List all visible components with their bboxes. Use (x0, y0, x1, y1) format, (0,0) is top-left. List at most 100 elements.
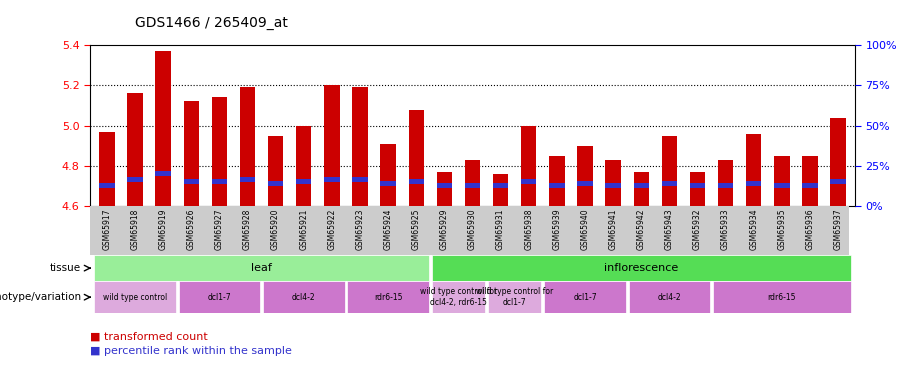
Text: GSM65940: GSM65940 (580, 209, 590, 251)
Text: wild type control for
dcl4-2, rdr6-15: wild type control for dcl4-2, rdr6-15 (419, 288, 497, 307)
Text: GSM65919: GSM65919 (158, 209, 167, 250)
Bar (409, 110, 424, 206)
Text: dcl1-7: dcl1-7 (573, 292, 597, 302)
Text: GSM65936: GSM65936 (806, 209, 814, 251)
Bar (94, 255, 429, 281)
Text: GSM65924: GSM65924 (383, 209, 392, 250)
Bar (689, 183, 706, 188)
Bar (493, 183, 508, 188)
Bar (178, 281, 260, 313)
Bar (184, 102, 199, 206)
Bar (521, 126, 536, 206)
Bar (718, 183, 734, 188)
Bar (127, 177, 143, 182)
Bar (296, 179, 311, 184)
Bar (239, 87, 256, 206)
Text: GSM65920: GSM65920 (271, 209, 280, 250)
Text: GSM65941: GSM65941 (608, 209, 617, 250)
Bar (436, 183, 452, 188)
Bar (746, 134, 761, 206)
Text: tissue: tissue (50, 263, 81, 273)
Text: GSM65938: GSM65938 (524, 209, 533, 250)
Bar (212, 98, 227, 206)
Text: GSM65927: GSM65927 (215, 209, 224, 250)
Text: rdr6-15: rdr6-15 (374, 292, 402, 302)
Bar (268, 181, 284, 186)
Bar (409, 179, 424, 184)
Bar (606, 183, 621, 188)
Bar (99, 132, 114, 206)
Bar (381, 144, 396, 206)
Text: dcl1-7: dcl1-7 (208, 292, 231, 302)
Bar (347, 281, 429, 313)
Bar (296, 126, 311, 206)
Text: GSM65937: GSM65937 (833, 209, 842, 251)
Text: GSM65942: GSM65942 (636, 209, 645, 250)
Bar (268, 136, 284, 206)
Text: leaf: leaf (251, 263, 272, 273)
Bar (432, 281, 485, 313)
Bar (94, 281, 176, 313)
Text: GSM65939: GSM65939 (553, 209, 562, 251)
Bar (127, 93, 143, 206)
Bar (831, 118, 846, 206)
Bar (774, 183, 789, 188)
Bar (156, 51, 171, 206)
Text: wild type control for
dcl1-7: wild type control for dcl1-7 (476, 288, 554, 307)
Bar (432, 255, 850, 281)
Bar (662, 136, 677, 206)
Text: genotype/variation: genotype/variation (0, 292, 81, 302)
Bar (239, 177, 256, 182)
Text: GSM65917: GSM65917 (103, 209, 112, 250)
Text: GSM65943: GSM65943 (665, 209, 674, 251)
Bar (802, 156, 818, 206)
Text: GSM65929: GSM65929 (440, 209, 449, 250)
Text: GSM65925: GSM65925 (411, 209, 420, 250)
Text: rdr6-15: rdr6-15 (768, 292, 796, 302)
Bar (521, 179, 536, 184)
Bar (549, 183, 564, 188)
Text: GSM65926: GSM65926 (187, 209, 196, 250)
Bar (352, 177, 368, 182)
Bar (212, 179, 227, 184)
Text: GSM65918: GSM65918 (130, 209, 140, 250)
Text: GSM65928: GSM65928 (243, 209, 252, 250)
Bar (606, 160, 621, 206)
Bar (184, 179, 199, 184)
Text: GSM65935: GSM65935 (778, 209, 787, 251)
Bar (746, 181, 761, 186)
Text: inflorescence: inflorescence (604, 263, 679, 273)
Text: dcl4-2: dcl4-2 (292, 292, 316, 302)
Bar (324, 86, 339, 206)
Bar (99, 183, 114, 188)
Bar (628, 281, 710, 313)
Text: ■ transformed count: ■ transformed count (90, 332, 208, 341)
Bar (774, 156, 789, 206)
Bar (662, 181, 677, 186)
Bar (802, 183, 818, 188)
Bar (464, 183, 481, 188)
Text: GSM65930: GSM65930 (468, 209, 477, 251)
Text: GSM65933: GSM65933 (721, 209, 730, 251)
Bar (352, 87, 368, 206)
Bar (577, 181, 593, 186)
Bar (713, 281, 850, 313)
Bar (493, 174, 508, 206)
Text: ■ percentile rank within the sample: ■ percentile rank within the sample (90, 346, 292, 356)
Bar (544, 281, 626, 313)
Bar (634, 172, 649, 206)
Text: wild type control: wild type control (103, 292, 167, 302)
Text: GSM65922: GSM65922 (328, 209, 337, 250)
Bar (549, 156, 564, 206)
Text: GSM65921: GSM65921 (299, 209, 308, 250)
Bar (436, 172, 452, 206)
Text: GSM65923: GSM65923 (356, 209, 364, 250)
Text: GSM65931: GSM65931 (496, 209, 505, 250)
Bar (381, 181, 396, 186)
Text: GSM65934: GSM65934 (749, 209, 758, 251)
Bar (324, 177, 339, 182)
Bar (263, 281, 345, 313)
Bar (831, 179, 846, 184)
Text: dcl4-2: dcl4-2 (658, 292, 681, 302)
Bar (464, 160, 481, 206)
